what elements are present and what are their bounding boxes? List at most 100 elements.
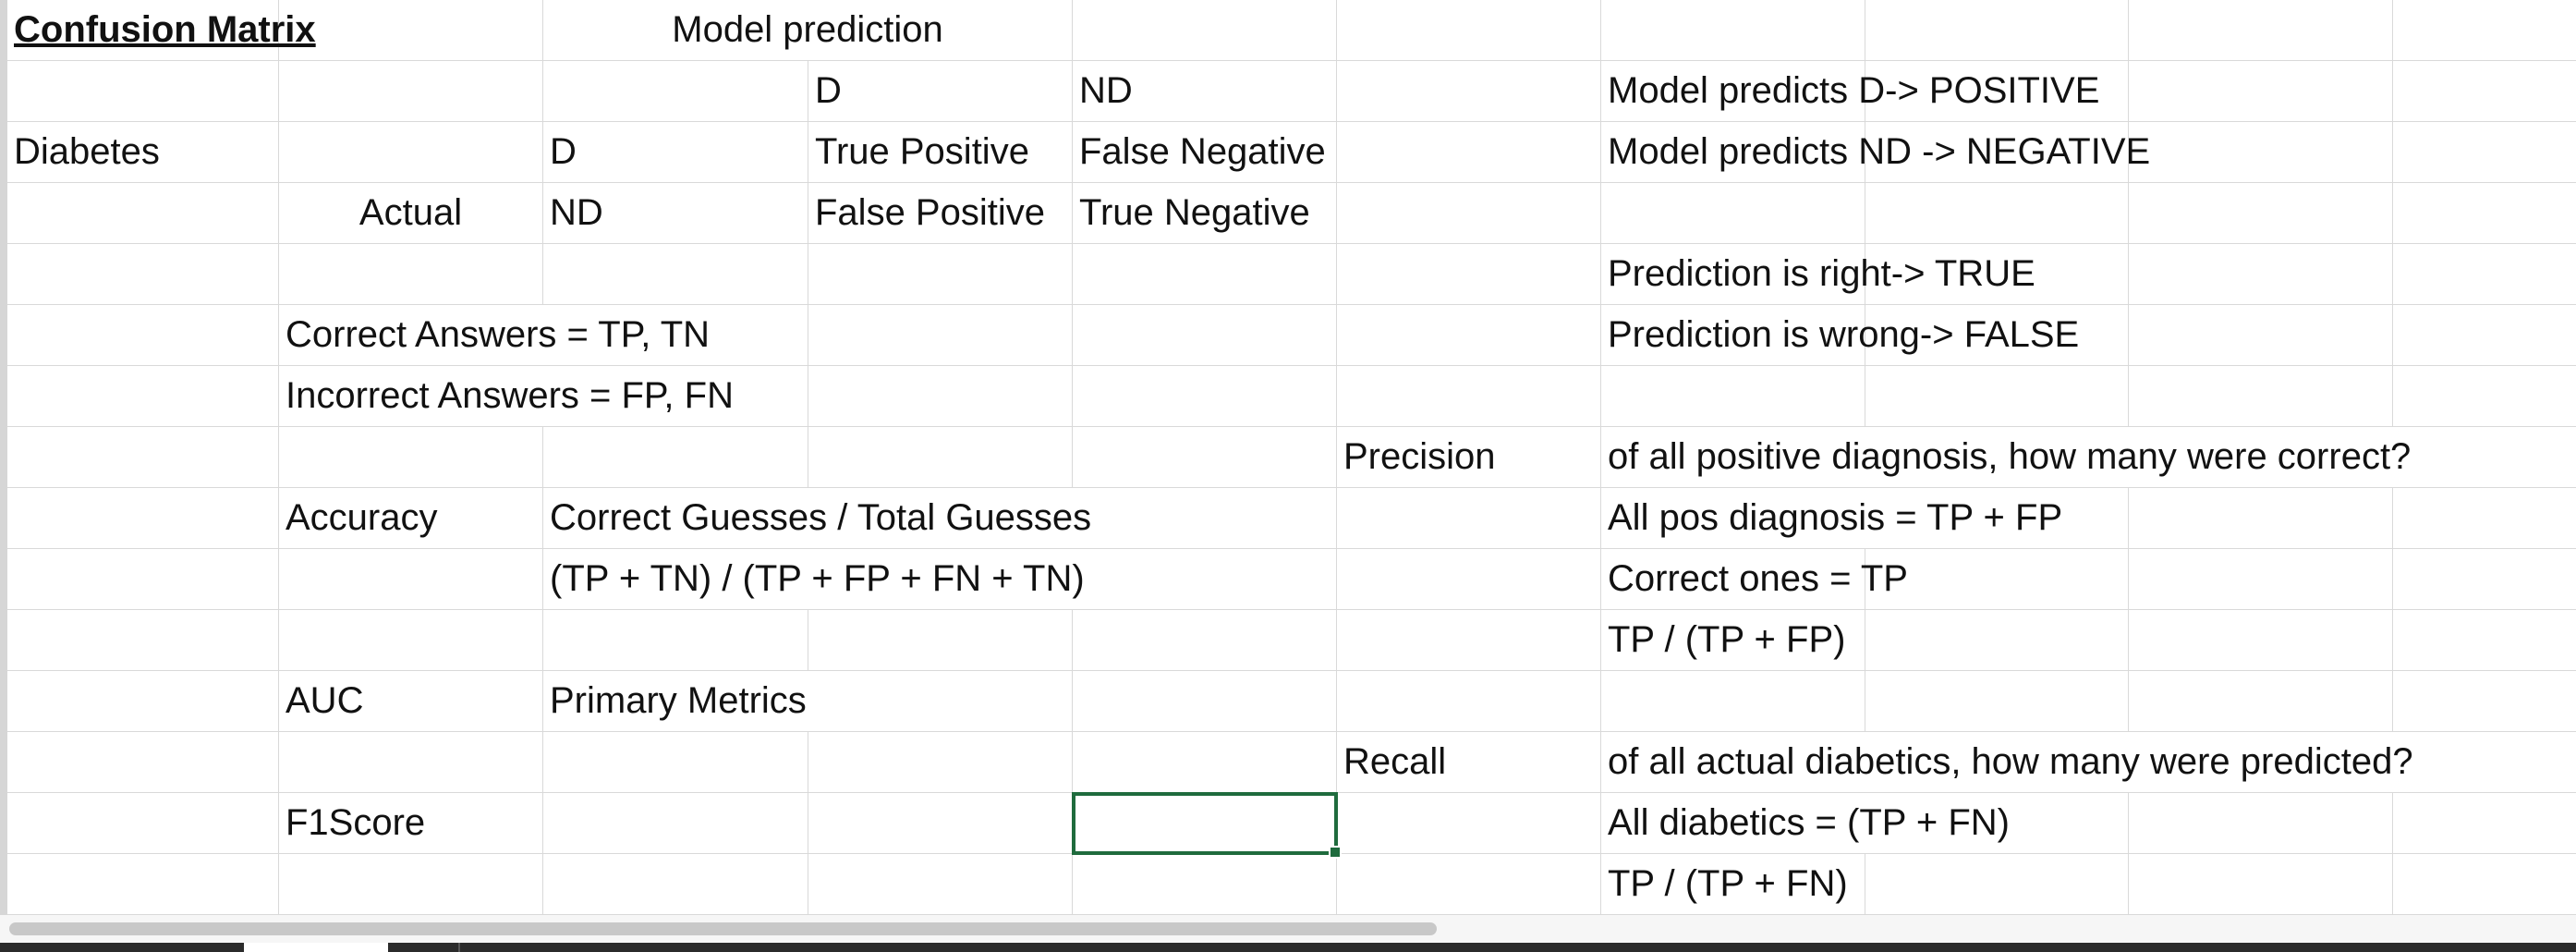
cell-note-predicts-nd[interactable]: Model predicts ND -> NEGATIVE xyxy=(1601,122,2150,183)
cell[interactable] xyxy=(1337,854,1601,915)
cell[interactable] xyxy=(1865,122,2129,183)
cell[interactable] xyxy=(7,854,279,915)
cell-pred-nd[interactable]: ND xyxy=(1073,61,1337,122)
cell-f1score-label[interactable]: F1Score xyxy=(279,793,543,854)
cell-all-diabetics[interactable]: All diabetics = (TP + FN) xyxy=(1601,793,2129,854)
cell-model-prediction-header[interactable]: Model prediction xyxy=(543,0,1073,61)
cell-precision-label[interactable]: Precision xyxy=(1337,427,1601,488)
cell[interactable] xyxy=(543,854,808,915)
cell[interactable] xyxy=(1601,183,1865,244)
cell-incorrect-answers[interactable]: Incorrect Answers = FP, FN xyxy=(279,366,808,427)
cell[interactable] xyxy=(7,61,279,122)
cell-accuracy-definition[interactable]: Correct Guesses / Total Guesses xyxy=(543,488,1337,549)
cell-note-right[interactable]: Prediction is right-> TRUE xyxy=(1601,244,2035,305)
cell[interactable] xyxy=(1337,122,1601,183)
cell-diabetes-label[interactable]: Diabetes xyxy=(7,122,279,183)
cell-precision-formula[interactable]: TP / (TP + FP) xyxy=(1601,610,1865,671)
cell[interactable] xyxy=(2393,305,2576,366)
cell[interactable] xyxy=(2129,793,2393,854)
cell-pred-d[interactable]: D xyxy=(808,61,1073,122)
cell[interactable] xyxy=(1073,854,1337,915)
horizontal-scrollbar[interactable] xyxy=(0,915,2576,943)
cell[interactable] xyxy=(1601,671,1865,732)
cell[interactable] xyxy=(1337,549,1601,610)
cell[interactable] xyxy=(1073,610,1337,671)
cell[interactable] xyxy=(2393,366,2576,427)
cell[interactable] xyxy=(543,610,808,671)
cell-all-pos-diagnosis[interactable]: All pos diagnosis = TP + FP xyxy=(1601,488,2129,549)
cell[interactable] xyxy=(1865,549,2129,610)
cell[interactable] xyxy=(279,732,543,793)
cell[interactable] xyxy=(7,671,279,732)
cell-correct-answers[interactable]: Correct Answers = TP, TN xyxy=(279,305,808,366)
cell[interactable] xyxy=(1337,183,1601,244)
cell-title[interactable]: Confusion Matrix xyxy=(7,0,316,61)
cell[interactable] xyxy=(2393,488,2576,549)
cell[interactable] xyxy=(2129,122,2393,183)
cell[interactable] xyxy=(1865,305,2129,366)
cell-note-predicts-d[interactable]: Model predicts D-> POSITIVE xyxy=(1601,61,2099,122)
cell-false-negative[interactable]: False Negative xyxy=(1073,122,1337,183)
cell[interactable] xyxy=(1865,366,2129,427)
cell[interactable] xyxy=(1337,61,1601,122)
cell[interactable] xyxy=(1337,244,1601,305)
cell[interactable] xyxy=(1337,305,1601,366)
cell[interactable] xyxy=(1073,427,1337,488)
cell[interactable] xyxy=(2129,854,2393,915)
cell[interactable] xyxy=(7,427,279,488)
cell[interactable] xyxy=(1337,671,1601,732)
cell-actual-nd[interactable]: ND xyxy=(543,183,808,244)
cell[interactable] xyxy=(2129,244,2393,305)
cell-precision-question[interactable]: of all positive diagnosis, how many were… xyxy=(1601,427,2576,488)
cell[interactable] xyxy=(1601,0,1865,61)
cell-correct-ones[interactable]: Correct ones = TP xyxy=(1601,549,1908,610)
cell[interactable] xyxy=(1337,0,1601,61)
cell[interactable] xyxy=(2393,61,2576,122)
cell[interactable] xyxy=(808,366,1073,427)
cell[interactable] xyxy=(7,305,279,366)
cell[interactable] xyxy=(1073,305,1337,366)
cell-true-negative[interactable]: True Negative xyxy=(1073,183,1337,244)
cell[interactable] xyxy=(1337,366,1601,427)
cell[interactable] xyxy=(1073,0,1337,61)
cell[interactable] xyxy=(279,61,543,122)
cell[interactable] xyxy=(1073,244,1337,305)
cell[interactable] xyxy=(7,732,279,793)
cell[interactable] xyxy=(808,427,1073,488)
cell[interactable] xyxy=(2129,183,2393,244)
cell[interactable] xyxy=(2393,122,2576,183)
cell[interactable] xyxy=(1073,671,1337,732)
horizontal-scrollbar-thumb[interactable] xyxy=(9,922,1437,935)
cell[interactable] xyxy=(279,854,543,915)
cell[interactable] xyxy=(2129,488,2393,549)
cell[interactable] xyxy=(1865,183,2129,244)
cell[interactable] xyxy=(279,427,543,488)
cell[interactable] xyxy=(2393,549,2576,610)
cell-auc-label[interactable]: AUC xyxy=(279,671,543,732)
cell[interactable] xyxy=(279,549,543,610)
cell[interactable] xyxy=(2393,244,2576,305)
cell-primary-metrics[interactable]: Primary Metrics xyxy=(543,671,1073,732)
cell[interactable] xyxy=(1865,61,2129,122)
cell[interactable] xyxy=(7,183,279,244)
sheet-tab-active[interactable] xyxy=(244,943,388,952)
cell[interactable] xyxy=(7,244,279,305)
cell[interactable] xyxy=(543,61,808,122)
cell-recall-question[interactable]: of all actual diabetics, how many were p… xyxy=(1601,732,2576,793)
cell[interactable] xyxy=(2129,610,2393,671)
cell[interactable] xyxy=(7,549,279,610)
cell[interactable] xyxy=(7,610,279,671)
cell[interactable] xyxy=(2393,671,2576,732)
cell[interactable] xyxy=(1865,0,2129,61)
cell[interactable] xyxy=(1337,610,1601,671)
cell[interactable] xyxy=(1601,366,1865,427)
cell[interactable] xyxy=(1073,732,1337,793)
cell[interactable] xyxy=(808,305,1073,366)
cell[interactable] xyxy=(543,732,808,793)
cell-recall-label[interactable]: Recall xyxy=(1337,732,1601,793)
cell[interactable] xyxy=(1865,854,2129,915)
cell[interactable] xyxy=(1865,610,2129,671)
cell[interactable] xyxy=(543,244,808,305)
cell[interactable] xyxy=(1073,366,1337,427)
cell[interactable] xyxy=(808,793,1073,854)
